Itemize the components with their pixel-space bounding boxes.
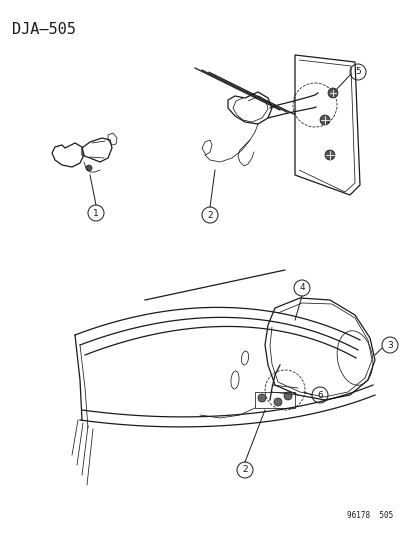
Circle shape	[327, 88, 337, 98]
Circle shape	[257, 394, 266, 402]
Circle shape	[324, 150, 334, 160]
Circle shape	[319, 115, 329, 125]
Circle shape	[273, 398, 281, 406]
Circle shape	[283, 392, 291, 400]
Text: 2: 2	[206, 211, 212, 220]
Circle shape	[86, 165, 92, 171]
Text: 6: 6	[316, 391, 322, 400]
Text: 5: 5	[354, 68, 360, 77]
Text: 3: 3	[386, 341, 392, 350]
Text: 4: 4	[299, 284, 304, 293]
Text: DJA–505: DJA–505	[12, 22, 76, 37]
Text: 96178  505: 96178 505	[346, 511, 392, 520]
Text: 1: 1	[93, 208, 99, 217]
Text: 2: 2	[242, 465, 247, 474]
